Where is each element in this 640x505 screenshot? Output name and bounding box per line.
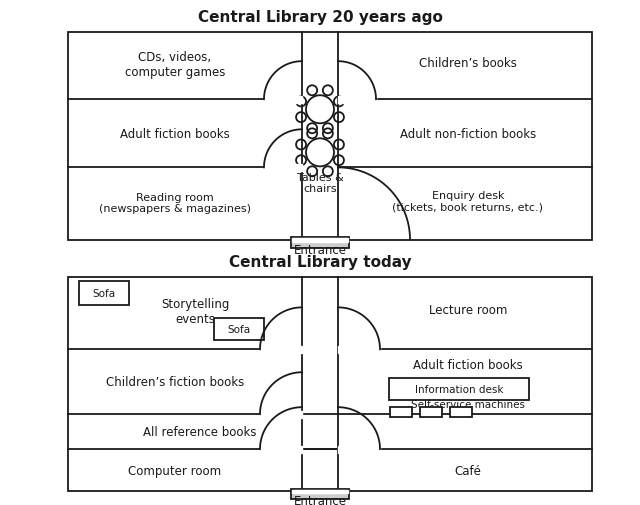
Bar <box>291 489 349 499</box>
Text: Tables &
chairs: Tables & chairs <box>296 172 344 194</box>
Text: All reference books: All reference books <box>143 425 257 438</box>
Bar <box>264 165 302 172</box>
FancyBboxPatch shape <box>214 319 264 341</box>
Text: Sofa: Sofa <box>227 325 251 335</box>
Bar <box>420 408 442 417</box>
Text: Information desk: Information desk <box>415 384 503 394</box>
Text: Adult fiction books: Adult fiction books <box>120 128 230 140</box>
Text: Central Library 20 years ago: Central Library 20 years ago <box>198 10 442 25</box>
Bar <box>264 97 302 104</box>
Text: Sofa: Sofa <box>92 289 116 299</box>
Bar <box>292 239 348 242</box>
Bar <box>260 446 302 453</box>
Text: Entrance: Entrance <box>294 243 346 257</box>
Text: CDs, videos,
computer games: CDs, videos, computer games <box>125 51 225 79</box>
Bar <box>292 490 348 493</box>
Bar <box>260 346 302 353</box>
Bar <box>338 97 376 104</box>
Text: Enquiry desk
(tickets, book returns, etc.): Enquiry desk (tickets, book returns, etc… <box>392 190 543 212</box>
Bar <box>291 238 349 248</box>
Text: Storytelling
events: Storytelling events <box>161 298 229 326</box>
Text: Café: Café <box>454 464 481 477</box>
Text: Adult fiction books: Adult fiction books <box>413 358 523 371</box>
Text: Children’s fiction books: Children’s fiction books <box>106 375 244 388</box>
FancyBboxPatch shape <box>389 378 529 400</box>
Bar <box>68 278 592 491</box>
Bar <box>390 408 412 417</box>
Bar <box>338 446 380 453</box>
Text: Central Library today: Central Library today <box>228 255 412 269</box>
Text: Lecture room: Lecture room <box>429 304 507 316</box>
Text: Children’s books: Children’s books <box>419 57 517 70</box>
Text: Adult non-fiction books: Adult non-fiction books <box>400 128 536 140</box>
Bar <box>68 33 592 240</box>
Bar <box>450 408 472 417</box>
Text: Entrance: Entrance <box>294 493 346 505</box>
Text: Self-service machines: Self-service machines <box>411 399 525 410</box>
Bar <box>338 346 380 353</box>
Bar <box>260 412 302 418</box>
Text: Computer room: Computer room <box>129 464 221 477</box>
FancyBboxPatch shape <box>79 282 129 306</box>
Text: Reading room
(newspapers & magazines): Reading room (newspapers & magazines) <box>99 192 251 214</box>
